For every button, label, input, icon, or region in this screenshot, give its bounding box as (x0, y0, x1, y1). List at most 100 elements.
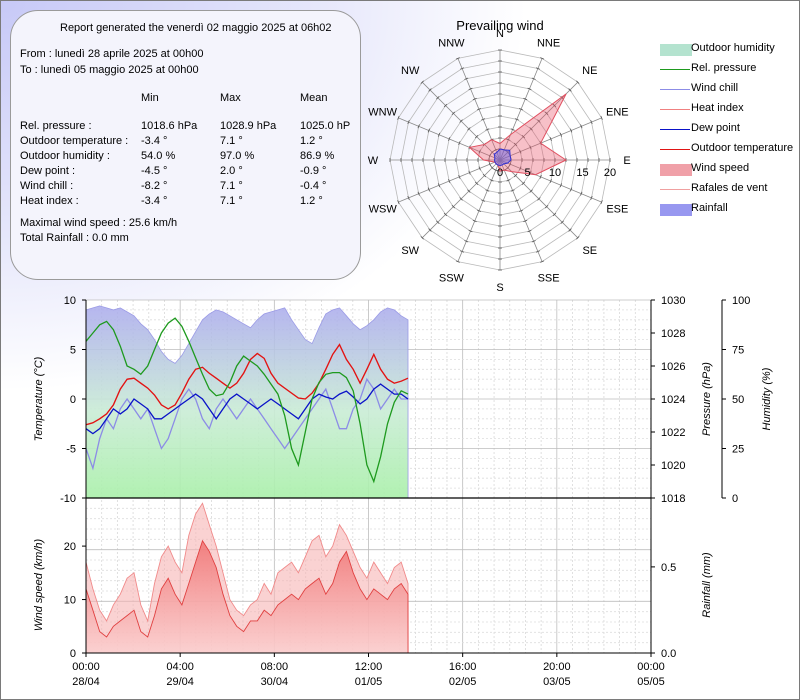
rose-radial-tick-label: 5 (524, 167, 530, 179)
header-min: Min (141, 92, 159, 104)
max-wind-text: Maximal wind speed : 25.6 km/h (20, 217, 178, 229)
rose-spoke-tick (537, 197, 541, 201)
rose-spoke-tick (568, 228, 572, 232)
stat-mean: 1.2 ° (300, 135, 323, 147)
rose-direction-label: SSE (538, 272, 560, 284)
rose-spoke-tick (576, 80, 580, 84)
rose-direction-label: ESE (606, 204, 628, 216)
rose-spoke-tick (529, 189, 533, 193)
series-outdoor-temperature (85, 343, 409, 426)
rose-spoke-tick (464, 77, 469, 80)
rose-series-rafales-de-vent (468, 93, 568, 176)
rose-spoke-tick (481, 118, 486, 121)
stat-max: 7.1 ° (220, 195, 243, 207)
rose-spoke-tick (407, 120, 410, 125)
y-axis-title-temperature: Temperature (°C) (33, 356, 45, 441)
rose-spoke-tick (476, 108, 481, 111)
y-axis-title-pressure: Pressure (hPa) (701, 362, 713, 436)
legend-swatch (660, 189, 690, 190)
rose-spoke-tick (427, 128, 430, 133)
rose-spoke-tick (397, 200, 400, 205)
rose-spoke-tick (552, 212, 557, 217)
rose-spoke-tick (490, 150, 494, 154)
legend-label: Rel. pressure (691, 62, 757, 74)
y-tick-label-temperature: -10 (60, 493, 76, 505)
rose-spoke-tick (428, 228, 432, 232)
rose-direction-label: SE (582, 245, 597, 257)
stat-label: Wind chill : (20, 180, 74, 192)
rose-spoke-tick (576, 236, 580, 240)
header-max: Max (220, 92, 241, 104)
rose-spoke-tick (493, 148, 498, 151)
rose-spoke-tick (488, 153, 491, 158)
stat-mean: 1.2 ° (300, 195, 323, 207)
rose-spoke-tick (468, 87, 473, 90)
rose-spoke-tick (460, 67, 465, 70)
rose-spoke-tick (443, 103, 448, 108)
x-tick-date: 28/04 (72, 676, 100, 688)
rose-spoke-tick (478, 166, 481, 171)
stat-max: 97.0 % (220, 150, 255, 162)
rose-spoke-tick (513, 173, 518, 178)
rose-spoke-tick (510, 128, 515, 131)
rose-spoke-tick (481, 199, 486, 202)
stat-min: 1018.6 hPa (141, 120, 198, 132)
legend-item: Outdoor humidity (658, 40, 798, 58)
rose-spoke-tick (529, 127, 533, 131)
rose-spoke-tick (437, 132, 441, 137)
rose-spoke-tick (580, 124, 583, 129)
rose-spoke-tick (506, 179, 511, 182)
rose-spoke-tick (549, 136, 552, 141)
rose-spoke-tick (527, 87, 532, 90)
rose-spoke-tick (539, 174, 542, 179)
rose-spoke-tick (537, 119, 541, 123)
y-tick-label-humidity: 25 (732, 444, 744, 456)
legend-item: Rel. pressure (658, 60, 798, 78)
y-tick-label-temperature: 0 (70, 394, 76, 406)
y-tick-label-humidity: 75 (732, 345, 744, 357)
legend-label: Dew point (691, 122, 740, 134)
stat-mean: -0.4 ° (300, 180, 327, 192)
rose-spoke-tick (451, 204, 456, 209)
summary-panel: Report generated the venerdì 02 maggio 2… (10, 10, 361, 280)
rose-spoke-tick (458, 141, 461, 146)
rose-spoke-tick (559, 132, 563, 137)
rose-spoke-tick (451, 111, 456, 116)
stat-min: -4.5 ° (141, 165, 168, 177)
stat-label: Dew point : (20, 165, 76, 177)
rose-spoke-tick (590, 195, 593, 200)
rose-spoke-tick (514, 118, 519, 121)
stat-label: Outdoor humidity : (20, 150, 110, 162)
stat-max: 7.1 ° (220, 180, 243, 192)
rose-spoke-tick (459, 197, 463, 201)
rose-spoke-tick (436, 96, 440, 100)
x-tick-time: 00:00 (637, 661, 665, 673)
rose-direction-label: ENE (606, 106, 629, 118)
stat-min: -8.2 ° (141, 180, 168, 192)
rose-spoke-tick (482, 173, 487, 178)
stat-max: 1028.9 hPa (220, 120, 277, 132)
stat-label: Outdoor temperature : (20, 135, 129, 147)
stat-min: 54.0 % (141, 150, 176, 162)
rose-spoke-tick (523, 97, 528, 101)
stat-max: 7.1 ° (220, 135, 243, 147)
series-rel-pressure (85, 317, 409, 484)
stat-max: 2.0 ° (220, 165, 243, 177)
stat-min: -3.4 ° (141, 135, 168, 147)
y-tick-label-pressure: 1020 (661, 460, 685, 472)
rose-direction-label: WNW (368, 106, 397, 118)
x-tick-time: 08:00 (261, 661, 289, 673)
rose-spoke-tick (531, 77, 536, 80)
rose-spoke-tick (468, 170, 471, 175)
rose-spoke-tick (600, 200, 603, 205)
rose-spoke-tick (489, 179, 494, 182)
header-mean: Mean (300, 92, 328, 104)
rose-spoke-tick (506, 138, 511, 141)
rose-spoke-tick (519, 108, 524, 111)
rose-spoke-tick (476, 209, 481, 212)
rose-direction-label: N (496, 28, 504, 40)
y-tick-label-wind: 20 (64, 541, 76, 553)
rose-spoke-tick (529, 145, 532, 150)
rose-spoke-tick (427, 187, 430, 192)
stat-label: Rel. pressure : (20, 120, 92, 132)
